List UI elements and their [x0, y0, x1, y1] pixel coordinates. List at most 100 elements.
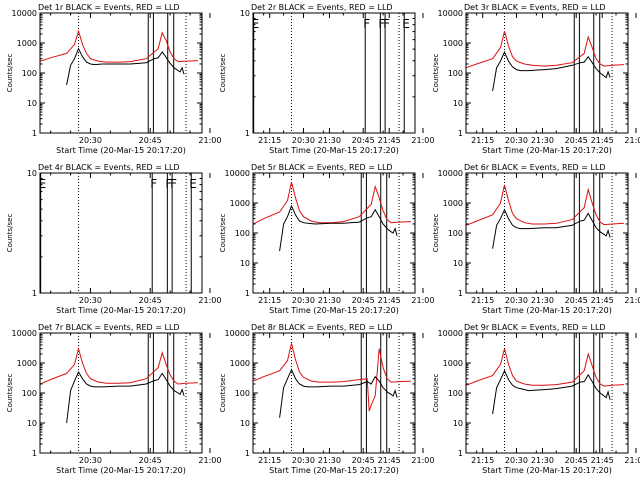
series-group	[466, 348, 625, 415]
y-tick-label: 1000	[17, 359, 37, 368]
y-tick-label: 1	[458, 449, 463, 458]
x-tick-label: 20:30	[505, 136, 528, 145]
chart-panel-7: Det 7r BLACK = Events, RED = LLD 1 10 100 10…	[6, 323, 401, 475]
x-tick-label: 20:30	[292, 456, 315, 465]
flag-label: F	[363, 17, 370, 31]
y-tick-label: 10	[27, 169, 37, 178]
x-tick-label: 21:45	[591, 296, 614, 305]
y-tick-label: 10	[240, 259, 250, 268]
chart-title: Det 4r BLACK = Events, RED = LLD	[38, 163, 180, 172]
x-tick-label: 20:45	[139, 456, 162, 465]
y-tick-label: 100	[235, 389, 250, 398]
chart-panel-5: Det 5r BLACK = Events, RED = LLD 1 10 100 10…	[219, 163, 614, 315]
y-tick-label: 10	[240, 9, 250, 18]
y-tick-label: 10000	[438, 329, 463, 338]
chart-title: Det 5r BLACK = Events, RED = LLD	[251, 163, 393, 172]
series-line-lld	[40, 346, 199, 385]
y-axis-label: Counts/sec	[219, 214, 227, 253]
x-tick-label: 20:45	[352, 456, 375, 465]
series-line-events	[66, 370, 185, 424]
x-axis-label: Start Time (20-Mar-15 20:17:20)	[56, 306, 186, 315]
x-axis-label: Start Time (20-Mar-15 20:17:20)	[482, 146, 612, 155]
series-group	[253, 343, 412, 418]
x-tick-label: 21:15	[471, 136, 494, 145]
y-tick-label: 10	[453, 99, 463, 108]
x-tick-label: 20:45	[352, 136, 375, 145]
chart-panel-8: Det 8r BLACK = Events, RED = LLD 1 10 100 10…	[219, 323, 614, 475]
flag-label: E	[252, 17, 260, 31]
y-tick-label: 100	[448, 389, 463, 398]
chart-title: Det 6r BLACK = Events, RED = LLD	[464, 163, 606, 172]
y-tick-label: 100	[235, 229, 250, 238]
x-tick-label: 21:30	[531, 296, 554, 305]
x-tick-label: 21:30	[531, 136, 554, 145]
chart-title: Det 9r BLACK = Events, RED = LLD	[464, 323, 606, 332]
y-tick-label: 10000	[438, 169, 463, 178]
x-tick-label: 20:30	[79, 456, 102, 465]
x-tick-label: 21:15	[258, 296, 281, 305]
x-tick-label: 21:00	[411, 296, 434, 305]
x-tick-label: 20:45	[352, 296, 375, 305]
x-tick-label: 21:00	[411, 456, 434, 465]
series-line-events	[492, 50, 611, 92]
series-line-events	[492, 208, 611, 249]
y-tick-label: 100	[448, 69, 463, 78]
x-tick-label: 20:30	[505, 296, 528, 305]
x-tick-label: 20:30	[79, 296, 102, 305]
y-tick-label: 1	[245, 449, 250, 458]
x-tick-label: 21:45	[378, 456, 401, 465]
x-tick-label: 21:45	[591, 136, 614, 145]
y-tick-label: 10	[453, 259, 463, 268]
y-tick-label: 10000	[438, 9, 463, 18]
flag-label: F	[165, 177, 172, 191]
x-axis-label: Start Time (20-Mar-15 20:17:20)	[269, 306, 399, 315]
series-group	[253, 181, 412, 252]
chart-title: Det 8r BLACK = Events, RED = LLD	[251, 323, 393, 332]
y-tick-label: 100	[22, 69, 37, 78]
y-tick-label: 1	[245, 289, 250, 298]
chart-title: Det 7r BLACK = Events, RED = LLD	[38, 323, 180, 332]
chart-title: Det 1r BLACK = Events, RED = LLD	[38, 3, 180, 12]
y-tick-label: 1	[32, 289, 37, 298]
chart-panel-3: Det 3r BLACK = Events, RED = LLD 1 10 100 10…	[432, 3, 640, 155]
x-tick-label: 20:45	[139, 296, 162, 305]
x-tick-label: 21:45	[378, 296, 401, 305]
x-tick-label: 20:45	[565, 296, 588, 305]
flag-label: E	[189, 177, 197, 191]
y-tick-label: 10000	[12, 329, 37, 338]
x-tick-label: 20:45	[565, 456, 588, 465]
x-tick-label: 20:30	[292, 296, 315, 305]
flag-label: F	[378, 17, 385, 31]
series-line-lld	[253, 181, 412, 225]
x-tick-label: 21:00	[624, 456, 640, 465]
flag-label: F	[383, 17, 390, 31]
y-tick-label: 10000	[12, 9, 37, 18]
x-axis-label: Start Time (20-Mar-15 20:17:20)	[56, 466, 186, 475]
y-tick-label: 1000	[443, 39, 463, 48]
series-line-events	[492, 369, 611, 415]
series-line-lld	[40, 29, 199, 63]
chart-title: Det 3r BLACK = Events, RED = LLD	[464, 3, 606, 12]
x-tick-label: 21:15	[471, 296, 494, 305]
x-tick-label: 21:30	[531, 456, 554, 465]
chart-panel-1: Det 1r BLACK = Events, RED = LLD 1 10 100 10…	[6, 3, 401, 155]
flag-label: E	[402, 17, 410, 31]
plot-frame	[252, 12, 416, 134]
x-tick-label: 20:45	[565, 136, 588, 145]
y-axis-label: Counts/sec	[6, 54, 14, 93]
series-group	[40, 346, 199, 424]
y-axis-label: Counts/sec	[6, 214, 14, 253]
chart-panel-6: Det 6r BLACK = Events, RED = LLD 1 10 100 10…	[432, 163, 640, 315]
x-tick-label: 21:45	[378, 136, 401, 145]
x-tick-label: 21:30	[318, 136, 341, 145]
y-tick-label: 1	[458, 129, 463, 138]
y-tick-label: 100	[448, 229, 463, 238]
x-tick-label: 21:15	[471, 456, 494, 465]
series-line-events	[66, 47, 185, 85]
y-tick-label: 1000	[443, 199, 463, 208]
series-line-lld	[466, 348, 625, 387]
x-tick-label: 21:30	[318, 456, 341, 465]
